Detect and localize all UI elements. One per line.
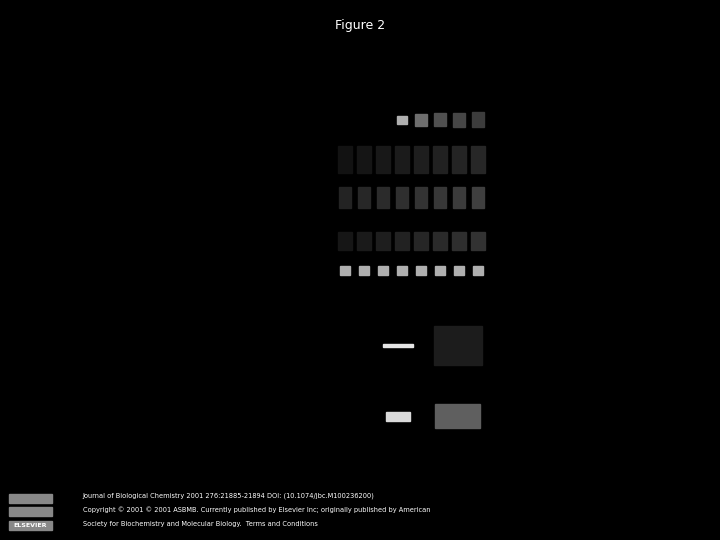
Text: 3: 3 [381,90,385,96]
Text: Sucrase-: Sucrase- [297,106,330,116]
Bar [433,326,482,365]
Bar [382,344,413,347]
Bar [452,232,466,251]
Text: Sucrase-: Sucrase- [330,332,364,341]
Bar [359,267,369,275]
Text: B: B [250,174,258,184]
Bar [340,267,351,275]
Bar [339,187,351,208]
Bar [378,267,388,275]
Text: 6: 6 [400,90,405,96]
Bar [415,187,427,208]
Bar [358,187,370,208]
Text: Journal of Biological Chemistry 2001 276:21885-21894 DOI: (10.1074/jbc.M10023620: Journal of Biological Chemistry 2001 276… [83,492,374,499]
Bar [414,232,428,251]
Bar [472,187,485,208]
Bar [385,411,410,421]
Bar [9,508,53,516]
Bar [452,146,466,173]
Text: D: D [249,326,258,336]
Text: 31: 31 [474,90,482,96]
Text: 0: 0 [362,90,366,96]
Bar [395,146,409,173]
Text: ELSEVIER: ELSEVIER [14,523,47,528]
Text: phospho-p38α: phospho-p38α [309,411,364,421]
Text: Ip p38α: Ip p38α [302,192,330,201]
Bar [433,232,447,251]
Text: HIEC: HIEC [387,299,408,308]
Text: Days of post-confluence: Days of post-confluence [368,73,460,82]
Text: -2: -2 [342,90,348,96]
Text: IgG: IgG [318,156,330,164]
Text: 10: 10 [417,90,426,96]
Bar [377,232,390,251]
Text: MBP: MBP [315,237,330,245]
Bar [9,521,53,530]
Bar [416,267,426,275]
Text: C: C [250,246,257,255]
Bar [473,267,483,275]
Text: A: A [250,113,258,124]
Bar [453,187,465,208]
Bar [415,114,427,126]
Bar [357,232,371,251]
Bar [395,232,409,251]
Bar [397,267,408,275]
Bar [377,187,390,208]
Bar [434,113,446,126]
Bar [435,404,480,428]
Text: Copyright © 2001 © 2001 ASBMB. Currently published by Elsevier Inc; originally p: Copyright © 2001 © 2001 ASBMB. Currently… [83,507,431,513]
Text: PCDE: PCDE [445,299,470,308]
Bar [396,187,408,208]
Bar [471,146,485,173]
Bar [9,494,53,503]
Text: isomaltase: isomaltase [322,352,364,361]
Bar [433,146,447,173]
Text: phospho-p38α →: phospho-p38α → [269,266,333,275]
Text: isomaltase: isomaltase [289,124,330,133]
Text: 16: 16 [436,90,444,96]
Bar [357,146,371,173]
Bar [338,232,352,251]
Bar [472,112,485,127]
Bar [454,267,464,275]
Bar [397,116,408,124]
Bar [414,146,428,173]
Bar [377,146,390,173]
Text: Figure 2: Figure 2 [335,19,385,32]
Bar [453,113,465,127]
Bar [338,146,352,173]
Bar [435,267,445,275]
Bar [434,187,446,208]
Text: Society for Biochemistry and Molecular Biology.  Terms and Conditions: Society for Biochemistry and Molecular B… [83,521,318,526]
Bar [471,232,485,251]
Text: Caco-2/15: Caco-2/15 [389,58,439,68]
Text: 25: 25 [455,90,464,96]
